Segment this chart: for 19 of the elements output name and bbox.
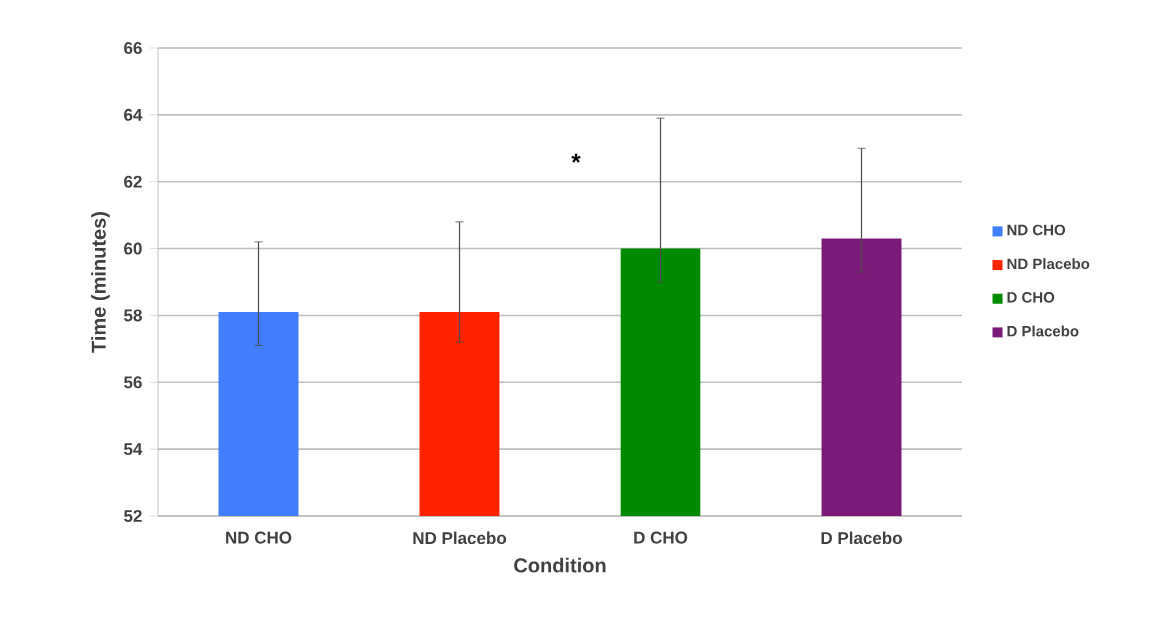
y-tick-label: 66: [124, 42, 142, 55]
y-tick-label: 56: [124, 376, 142, 389]
x-tick-label: ND Placebo: [413, 531, 507, 545]
y-tick-label: 62: [124, 175, 142, 188]
legend-label: ND CHO: [1007, 224, 1066, 236]
legend-label: ND Placebo: [1007, 258, 1090, 270]
y-axis-title: Time (minutes): [91, 212, 110, 353]
y-tick-label: 58: [124, 309, 142, 322]
y-tick-label: 60: [124, 242, 142, 255]
x-tick-label: ND CHO: [226, 531, 292, 544]
legend-label: D CHO: [1007, 292, 1055, 303]
legend-label: D Placebo: [1007, 325, 1079, 337]
y-tick-label: 52: [124, 509, 142, 523]
x-axis-title: Condition: [514, 557, 606, 573]
y-tick-label: 54: [124, 443, 143, 456]
annotation: *: [571, 153, 581, 163]
y-tick-label: 64: [124, 108, 143, 121]
x-tick-label: D Placebo: [821, 531, 902, 545]
x-tick-label: D CHO: [634, 531, 688, 544]
